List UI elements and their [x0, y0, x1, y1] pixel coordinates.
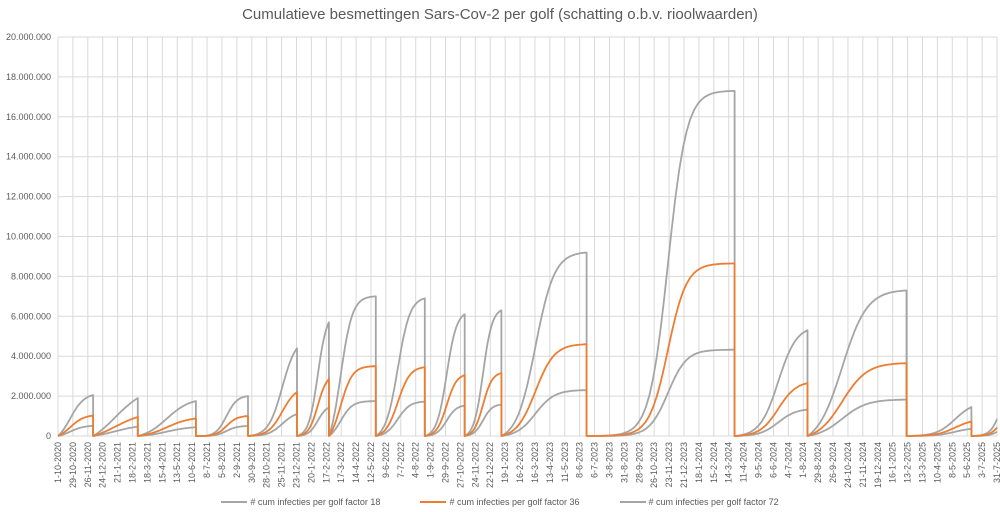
x-tick-label: 3-7-2025	[977, 442, 987, 478]
x-tick-label: 14-4-2022	[351, 442, 361, 483]
x-tick-label: 8-6-2023	[575, 442, 585, 478]
x-tick-label: 1-10-2020	[53, 442, 63, 483]
x-tick-label: 2-9-2021	[232, 442, 242, 478]
x-tick-label: 1-8-2024	[798, 442, 808, 478]
x-tick-label: 26-9-2024	[828, 442, 838, 483]
x-tick-label: 18-2-2021	[128, 442, 138, 483]
legend-item-factor-18: # cum infecties per golf factor 18	[221, 497, 380, 507]
x-tick-label: 22-12-2022	[485, 442, 495, 488]
x-tick-label: 21-12-2023	[679, 442, 689, 488]
x-tick-label: 19-12-2024	[873, 442, 883, 488]
x-tick-label: 8-7-2021	[202, 442, 212, 478]
y-tick-label: 2.000.000	[11, 391, 51, 401]
y-tick-label: 6.000.000	[11, 311, 51, 321]
series-line-cum-infecties-per-golf-factor-36	[57, 262, 998, 437]
x-tick-label: 21-1-2021	[113, 442, 123, 483]
x-tick-label: 28-10-2021	[262, 442, 272, 488]
x-tick-label: 4-7-2024	[783, 442, 793, 478]
y-tick-label: 4.000.000	[11, 351, 51, 361]
x-tick-label: 29-9-2022	[441, 442, 451, 483]
x-tick-label: 5-8-2021	[217, 442, 227, 478]
x-tick-label: 24-11-2022	[470, 442, 480, 487]
x-tick-label: 27-10-2022	[455, 442, 465, 488]
x-tick-label: 18-1-2024	[694, 442, 704, 483]
x-tick-label: 13-5-2021	[172, 442, 182, 483]
legend-item-factor-36: # cum infecties per golf factor 36	[420, 497, 580, 507]
x-tick-label: 18-3-2021	[142, 442, 152, 483]
x-tick-label: 13-3-2025	[917, 442, 927, 483]
legend-label: # cum infecties per golf factor 72	[648, 497, 779, 507]
x-tick-label: 8-5-2025	[947, 442, 957, 478]
x-tick-label: 15-2-2024	[709, 442, 719, 483]
x-tick-label: 6-6-2024	[768, 442, 778, 478]
x-tick-label: 6-7-2023	[590, 442, 600, 478]
chart-title: Cumulatieve besmettingen Sars-Cov-2 per …	[242, 6, 758, 23]
x-tick-label: 29-10-2020	[68, 442, 78, 488]
y-tick-label: 14.000.000	[6, 152, 51, 162]
x-tick-label: 9-6-2022	[381, 442, 391, 478]
x-tick-label: 17-2-2022	[321, 442, 331, 483]
x-tick-label: 7-7-2022	[396, 442, 406, 478]
x-tick-label: 15-4-2021	[157, 442, 167, 483]
x-tick-label: 16-2-2023	[515, 442, 525, 483]
y-tick-label: 20.000.000	[6, 32, 51, 42]
legend-swatch	[420, 501, 447, 503]
x-tick-label: 31-7-2025	[992, 442, 1000, 483]
x-tick-label: 23-11-2023	[664, 442, 674, 487]
x-tick-label: 16-3-2023	[530, 442, 540, 483]
x-tick-label: 14-3-2024	[724, 442, 734, 483]
legend-swatch	[221, 501, 248, 503]
x-tick-label: 10-6-2021	[187, 442, 197, 483]
x-tick-label: 13-4-2023	[545, 442, 555, 483]
y-tick-label: 12.000.000	[6, 192, 51, 202]
legend-label: # cum infecties per golf factor 36	[449, 497, 580, 507]
x-tick-label: 9-5-2024	[754, 442, 764, 478]
x-tick-label: 29-8-2024	[813, 442, 823, 483]
y-tick-label: 18.000.000	[6, 72, 51, 82]
x-tick-label: 23-12-2021	[291, 442, 301, 488]
x-tick-label: 17-3-2022	[336, 442, 346, 483]
x-tick-label: 25-11-2021	[277, 442, 287, 487]
y-tick-label: 0	[46, 431, 51, 441]
legend-label: # cum infecties per golf factor 18	[250, 497, 381, 507]
x-tick-label: 26-10-2023	[649, 442, 659, 488]
x-tick-label: 20-1-2022	[306, 442, 316, 483]
legend: # cum infecties per golf factor 18 # cum…	[0, 497, 1000, 507]
legend-swatch	[619, 501, 646, 503]
y-tick-label: 8.000.000	[11, 271, 51, 281]
series-line-cum-infecties-per-golf-factor-18	[57, 348, 998, 437]
x-tick-label: 11-5-2023	[560, 442, 570, 482]
x-tick-label: 4-8-2022	[411, 442, 421, 478]
x-tick-label: 1-9-2022	[426, 442, 436, 478]
x-tick-label: 16-1-2025	[888, 442, 898, 483]
x-tick-label: 26-11-2020	[83, 442, 93, 487]
x-tick-label: 28-9-2023	[634, 442, 644, 483]
x-tick-label: 24-10-2024	[843, 442, 853, 488]
x-tick-label: 13-2-2025	[903, 442, 913, 483]
x-tick-label: 30-9-2021	[247, 442, 257, 483]
legend-item-factor-72: # cum infecties per golf factor 72	[619, 497, 779, 507]
x-tick-label: 21-11-2024	[858, 442, 868, 487]
x-tick-label: 5-6-2025	[962, 442, 972, 478]
x-tick-label: 31-8-2023	[619, 442, 629, 483]
x-tick-label: 19-1-2023	[500, 442, 510, 483]
series-line-cum-infecties-per-golf-factor-72	[57, 90, 998, 437]
x-tick-label: 12-5-2022	[366, 442, 376, 483]
y-tick-label: 10.000.000	[6, 232, 51, 242]
x-tick-label: 10-4-2025	[932, 442, 942, 483]
x-tick-label: 24-12-2020	[98, 442, 108, 488]
y-tick-label: 16.000.000	[6, 112, 51, 122]
x-tick-label: 11-4-2024	[739, 442, 749, 482]
x-tick-label: 3-8-2023	[604, 442, 614, 478]
